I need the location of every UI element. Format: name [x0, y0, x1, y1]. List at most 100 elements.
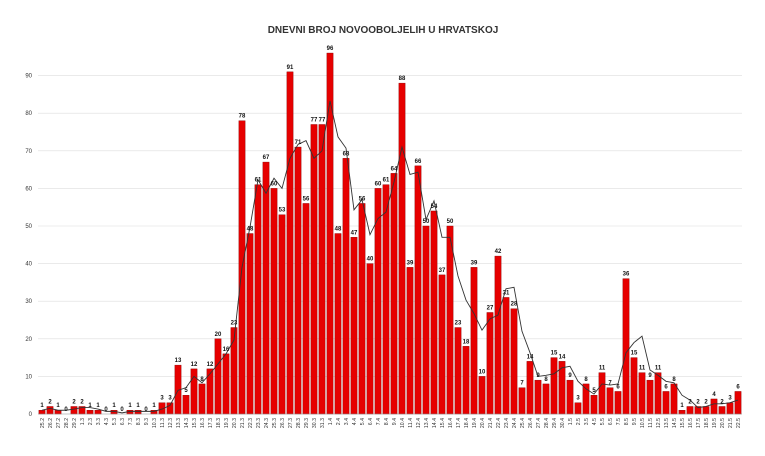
y-tick-label: 0	[29, 412, 33, 418]
data-label: 1	[128, 403, 132, 409]
data-label: 3	[728, 396, 732, 402]
bar	[678, 410, 686, 415]
bar	[526, 361, 534, 415]
x-tick-label: 27.2	[56, 418, 62, 428]
data-label: 9	[536, 373, 540, 379]
data-label: 3	[160, 396, 164, 402]
data-label: 20	[215, 332, 222, 338]
bar	[214, 338, 222, 415]
x-tick-label: 5.5	[600, 418, 606, 425]
data-label: 12	[191, 362, 198, 368]
x-tick-label: 8.4	[384, 418, 390, 425]
x-tick-label: 17.4	[456, 418, 462, 428]
x-tick-label: 2.4	[336, 418, 342, 425]
bar	[382, 184, 390, 415]
x-tick-label: 9.4	[392, 418, 398, 425]
x-tick-label: 1.4	[328, 418, 334, 425]
x-tick-label: 20.4	[480, 418, 486, 428]
bar	[222, 353, 230, 415]
bar	[326, 52, 334, 415]
x-tick-label: 13.4	[424, 418, 430, 428]
x-tick-label: 3.5	[584, 418, 590, 425]
bar	[270, 188, 278, 415]
bar	[710, 398, 718, 415]
x-tick-label: 13.5	[664, 418, 670, 428]
bar	[86, 410, 94, 415]
data-label: 15	[631, 351, 638, 357]
bar	[518, 387, 526, 415]
bar	[478, 376, 486, 415]
x-tick-label: 27.3	[288, 418, 294, 428]
bar	[630, 357, 638, 415]
bar	[38, 410, 46, 415]
bar	[686, 406, 694, 415]
bar	[334, 233, 342, 415]
x-tick-label: 28.4	[544, 418, 550, 428]
bar	[182, 395, 190, 415]
data-label: 8	[200, 377, 204, 383]
bar	[262, 161, 270, 415]
data-label: 77	[319, 117, 326, 123]
x-tick-label: 29.2	[72, 418, 78, 428]
y-tick-label: 10	[25, 374, 32, 380]
bar	[358, 203, 366, 415]
data-label: 68	[343, 151, 350, 157]
x-tick-label: 9.5	[632, 418, 638, 425]
bar	[422, 225, 430, 415]
x-tick-label: 19.3	[224, 418, 230, 428]
grid-lines	[38, 75, 742, 415]
x-tick-label: 22.5	[736, 418, 742, 428]
x-tick-label: 30.3	[312, 418, 318, 428]
bar	[310, 124, 318, 415]
bar	[54, 410, 62, 415]
data-label: 11	[639, 366, 646, 372]
y-tick-label: 60	[25, 186, 32, 192]
bar	[486, 312, 494, 415]
bar	[590, 395, 598, 415]
x-tick-label: 28.2	[64, 418, 70, 428]
y-tick-label: 90	[25, 74, 32, 80]
data-label: 1	[88, 403, 92, 409]
bar	[398, 82, 406, 415]
bar	[510, 308, 518, 415]
bar	[190, 368, 198, 415]
x-tick-label: 26.2	[48, 418, 54, 428]
x-tick-label: 14.3	[184, 418, 190, 428]
x-tick-label: 7.4	[376, 418, 382, 425]
data-label: 56	[303, 196, 310, 202]
data-label: 11	[599, 366, 606, 372]
data-label: 7	[520, 381, 524, 387]
bar	[302, 203, 310, 415]
x-tick-label: 21.4	[488, 418, 494, 428]
x-tick-label: 25.2	[40, 418, 46, 428]
x-tick-label: 15.5	[680, 418, 686, 428]
x-tick-label: 17.5	[696, 418, 702, 428]
data-label: 66	[415, 159, 422, 165]
data-label: 54	[431, 204, 438, 210]
data-label: 2	[720, 399, 724, 405]
x-tick-label: 9.3	[144, 418, 150, 425]
bar	[462, 346, 470, 415]
data-label: 12	[207, 362, 214, 368]
x-tick-label: 21.3	[240, 418, 246, 428]
data-label: 27	[487, 305, 494, 311]
data-label: 60	[375, 181, 382, 187]
y-axis: 0 10 20 30 40 50 60 70 80 90	[25, 74, 32, 418]
data-label: 14	[559, 354, 566, 360]
x-tick-label: 28.3	[296, 418, 302, 428]
data-label: 42	[495, 249, 502, 255]
data-label: 18	[463, 339, 470, 345]
data-label: 1	[152, 403, 156, 409]
data-label: 23	[455, 321, 462, 327]
data-label: 9	[568, 373, 572, 379]
x-tick-label: 20.5	[720, 418, 726, 428]
data-label: 2	[704, 399, 708, 405]
x-tick-label: 5.3	[112, 418, 118, 425]
x-tick-label: 13.3	[176, 418, 182, 428]
bar	[46, 406, 54, 415]
data-label: 96	[327, 46, 334, 52]
x-tick-label: 10.4	[400, 418, 406, 428]
bar	[414, 165, 422, 415]
bar-series	[38, 52, 742, 415]
